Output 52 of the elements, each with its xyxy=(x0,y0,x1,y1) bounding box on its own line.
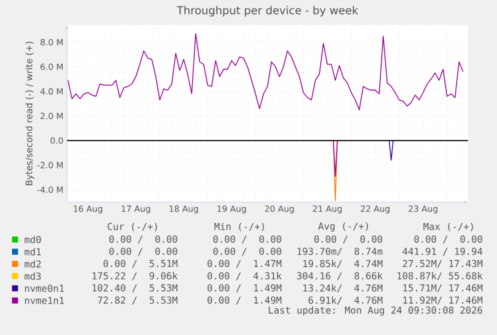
y-tick-label: 4.0 M xyxy=(40,88,63,95)
text: 304.16 / 8.66k xyxy=(297,272,383,280)
text: 72.82 / 5.53M xyxy=(98,296,178,304)
text: Min (-/+) xyxy=(214,222,264,232)
text: 0.00 / 0.00 xyxy=(314,236,382,244)
legend-label: md1 xyxy=(24,248,41,256)
y-tick-label: 6.0 M xyxy=(40,64,63,70)
text: 0.00 / 1.49M xyxy=(208,284,282,292)
text: 19.85k/ 4.74M xyxy=(303,260,382,268)
text: 15.71M/ 17.46M xyxy=(403,284,482,292)
text: 0.00 / 1.49M xyxy=(208,296,282,304)
text: 102.40 / 5.53M xyxy=(92,284,178,292)
legend-label: md0 xyxy=(24,236,41,244)
x-tick-label: 22 Aug xyxy=(360,206,390,214)
x-tick-label: 20 Aug xyxy=(265,206,294,214)
text: 0.00 / 5.51M xyxy=(104,260,178,268)
text: 441.91 / 19.94 xyxy=(402,248,482,256)
text: 108.87k/ 55.68k xyxy=(398,272,483,280)
text: 0.00 / 0.00 xyxy=(414,236,482,244)
y-tick-label: -4.0 M xyxy=(37,186,63,193)
x-tick-label: 17 Aug xyxy=(122,206,150,214)
text: 11.92M/ 17.46M xyxy=(403,296,482,304)
y-tick-label: 2.0 M xyxy=(40,112,63,120)
text: 27.52M/ 17.43M xyxy=(402,260,482,268)
text: 13.24k/ 4.76M xyxy=(303,284,382,292)
x-tick-label: 23 Aug xyxy=(408,206,438,214)
legend-label: nvme1n1 xyxy=(25,296,64,304)
y-tick-label: -2.0 M xyxy=(37,162,63,168)
legend-label: md2 xyxy=(24,260,41,268)
text: Max (-/+) xyxy=(424,222,473,232)
text: 0.00 / 0.00 xyxy=(109,248,178,256)
text: 0.00 / 4.31k xyxy=(208,272,282,280)
x-tick-label: 21 Aug xyxy=(312,206,342,214)
text: Cur (-/+) xyxy=(108,222,157,232)
text: 193.70m/ 8.74m xyxy=(298,248,382,256)
text: 0.00 / 0.00 xyxy=(213,248,282,256)
x-tick-label: 16 Aug xyxy=(74,206,102,214)
text: Last update: Mon Aug 24 09:30:08 2026 xyxy=(268,306,482,316)
text: 0.00 / 0.00 xyxy=(109,236,178,244)
y-tick-label: 8.0 M xyxy=(40,39,63,46)
legend-label: md3 xyxy=(24,272,41,280)
text: 0.00 / 1.47M xyxy=(208,260,282,268)
x-tick-label: 18 Aug xyxy=(170,206,198,214)
legend-label: nvme0n1 xyxy=(25,284,64,292)
x-tick-label: 19 Aug xyxy=(218,206,246,214)
text: 0.00 / 0.00 xyxy=(213,236,282,244)
y-axis-title: Bytes/second read (-) / write (+) xyxy=(25,42,34,186)
text: 6.91k/ 4.76M xyxy=(308,296,382,305)
text: 175.22 / 9.06k xyxy=(92,272,178,280)
chart-title: Throughput per device - by week xyxy=(176,6,358,16)
text: Avg (-/+) xyxy=(318,222,368,232)
y-tick-label: 0.0 xyxy=(50,137,63,144)
